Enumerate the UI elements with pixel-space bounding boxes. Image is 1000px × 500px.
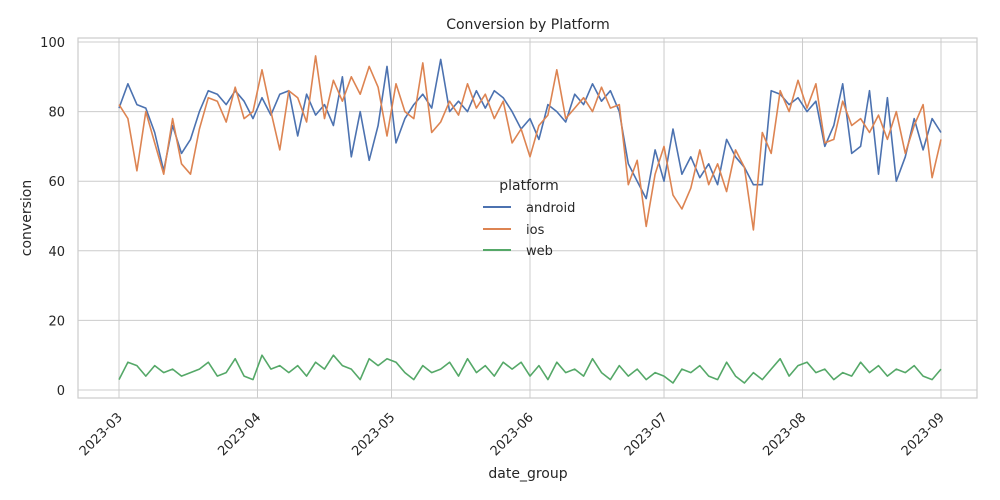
legend: platform android ios web — [483, 178, 575, 259]
y-tick-label: 100 — [40, 36, 65, 51]
chart-title: Conversion by Platform — [446, 17, 610, 33]
y-tick-label: 60 — [48, 175, 65, 190]
y-tick-label: 40 — [48, 245, 65, 260]
y-tick-label: 80 — [48, 106, 65, 121]
y-tick-label: 0 — [57, 384, 65, 399]
x-axis-label: date_group — [488, 466, 567, 482]
legend-label-web: web — [526, 244, 553, 259]
legend-title: platform — [499, 178, 559, 194]
plot-frame — [77, 37, 978, 399]
legend-label-android: android — [526, 201, 575, 216]
legend-label-ios: ios — [526, 223, 545, 238]
series-line-ios — [118, 55, 942, 231]
y-tick-label: 20 — [48, 314, 65, 329]
series-line-android — [118, 58, 942, 200]
y-axis-label: conversion — [19, 180, 35, 256]
series-line-web — [118, 354, 942, 384]
series-layer — [118, 55, 942, 384]
